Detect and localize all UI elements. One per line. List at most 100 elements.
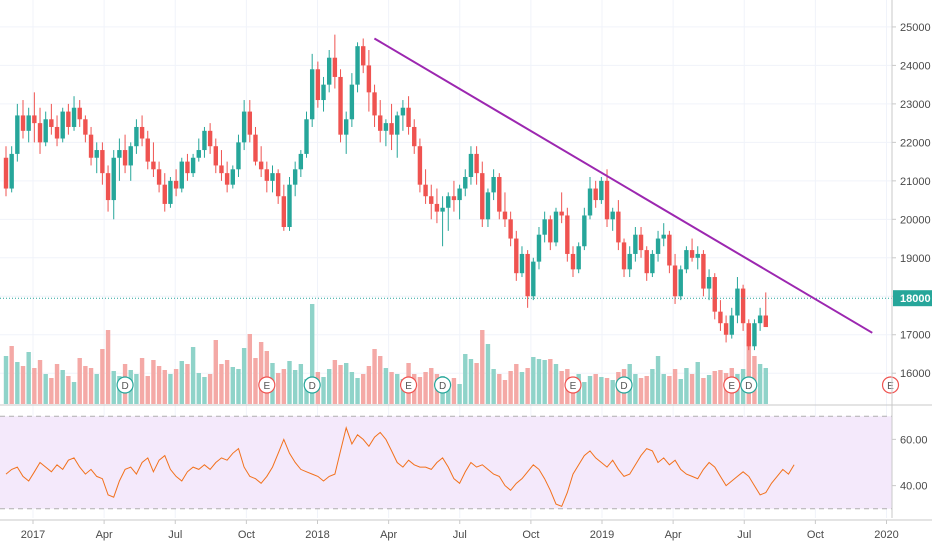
candle-body xyxy=(128,146,133,166)
candle-body xyxy=(508,219,513,239)
volume-bar xyxy=(519,372,525,404)
candle-body xyxy=(548,219,553,243)
volume-bar xyxy=(66,376,71,404)
volume-bar xyxy=(349,372,355,404)
candle-body xyxy=(105,173,111,201)
volume-bar xyxy=(633,374,638,404)
price-tick-label: 17000 xyxy=(900,330,931,342)
candle-body xyxy=(196,150,201,158)
volume-bar xyxy=(344,363,349,404)
volume-bar xyxy=(298,364,304,404)
volume-bar xyxy=(361,374,366,404)
time-tick-label: Apr xyxy=(380,529,397,541)
rsi-line xyxy=(5,426,795,508)
candle-body xyxy=(185,161,190,174)
candle-body xyxy=(531,261,536,297)
candle-body xyxy=(689,250,695,258)
candle-body xyxy=(423,184,428,197)
candle-body xyxy=(230,169,235,185)
time-tick-label: Apr xyxy=(665,529,682,541)
volume-bar xyxy=(400,379,406,404)
candle-body xyxy=(275,173,281,197)
volume-bar xyxy=(253,358,258,404)
volume-bar xyxy=(678,379,683,404)
candle-body xyxy=(270,173,275,181)
volume-bar xyxy=(190,347,196,404)
candle-body xyxy=(763,315,768,328)
candle-body xyxy=(655,238,661,254)
event-marker xyxy=(303,376,321,394)
volume-bar xyxy=(100,349,105,404)
time-tick-label: Apr xyxy=(96,529,113,541)
rsi-pane xyxy=(0,415,892,510)
volume-bar xyxy=(712,371,717,404)
candle-body xyxy=(451,196,457,201)
candle-body xyxy=(145,138,150,162)
time-tick-label: Jul xyxy=(453,529,467,541)
candle-body xyxy=(678,269,683,297)
rsi-tick-label: 40.00 xyxy=(900,481,928,493)
candle-body xyxy=(633,234,638,254)
candle-body xyxy=(406,107,411,127)
price-tick-label: 23000 xyxy=(900,99,931,111)
candle-body xyxy=(559,211,564,216)
candle-body xyxy=(304,119,309,154)
candle-body xyxy=(361,46,366,66)
volume-bar xyxy=(185,364,190,404)
volume-bar xyxy=(531,357,536,404)
volume-bar xyxy=(338,365,343,404)
candle-body xyxy=(740,288,746,324)
volume-bar xyxy=(446,382,451,404)
candle-body xyxy=(480,173,485,220)
candle-body xyxy=(247,111,253,135)
candle-body xyxy=(712,277,717,312)
candle-body xyxy=(497,176,502,212)
volume-bar xyxy=(275,373,281,404)
candle-body xyxy=(412,126,417,147)
time-tick-label: Jul xyxy=(737,529,751,541)
volume-bar xyxy=(162,370,167,404)
candle-body xyxy=(156,169,162,185)
candle-body xyxy=(446,196,451,208)
candle-body xyxy=(100,150,105,174)
axes: 25000 24000 23000 22000 21000 20000 19000 18000… xyxy=(0,0,932,541)
volume-bar xyxy=(378,356,383,404)
candle-body xyxy=(746,323,751,347)
candle-body xyxy=(117,150,122,158)
volume-bar xyxy=(485,344,491,404)
volume-bar xyxy=(71,382,77,404)
volume-bar xyxy=(689,374,695,404)
volume-bar xyxy=(83,366,88,404)
volume-bar xyxy=(451,378,457,404)
volume-bar xyxy=(593,374,598,404)
volume-bar xyxy=(502,380,508,404)
volume-bar xyxy=(457,384,462,404)
candle-body xyxy=(582,215,587,247)
candle-body xyxy=(429,196,434,204)
volume-bar xyxy=(599,377,604,404)
candle-body xyxy=(9,153,14,189)
event-marker-label: D xyxy=(620,381,627,392)
candle-body xyxy=(20,115,26,131)
candle-body xyxy=(383,123,389,131)
time-tick-label: Oct xyxy=(807,529,824,541)
candle-body xyxy=(593,188,598,201)
volume-bar xyxy=(514,364,519,404)
candle-body xyxy=(202,130,207,151)
candle-body xyxy=(672,265,678,297)
volume-bar xyxy=(610,380,615,404)
trendline xyxy=(373,37,873,334)
volume-bar xyxy=(661,374,666,404)
last-price-label: 18000 xyxy=(900,293,931,305)
candle-body xyxy=(752,323,757,347)
candle-body xyxy=(264,169,270,181)
candle-body xyxy=(190,157,196,174)
candles xyxy=(3,34,768,351)
event-marker-label: E xyxy=(728,381,735,392)
price-tick-label: 20000 xyxy=(900,214,931,226)
event-marker xyxy=(881,376,900,394)
volume-bar xyxy=(207,374,213,404)
volume-bar xyxy=(219,364,224,404)
volume-bar xyxy=(77,358,82,404)
volume-bar xyxy=(763,368,768,404)
